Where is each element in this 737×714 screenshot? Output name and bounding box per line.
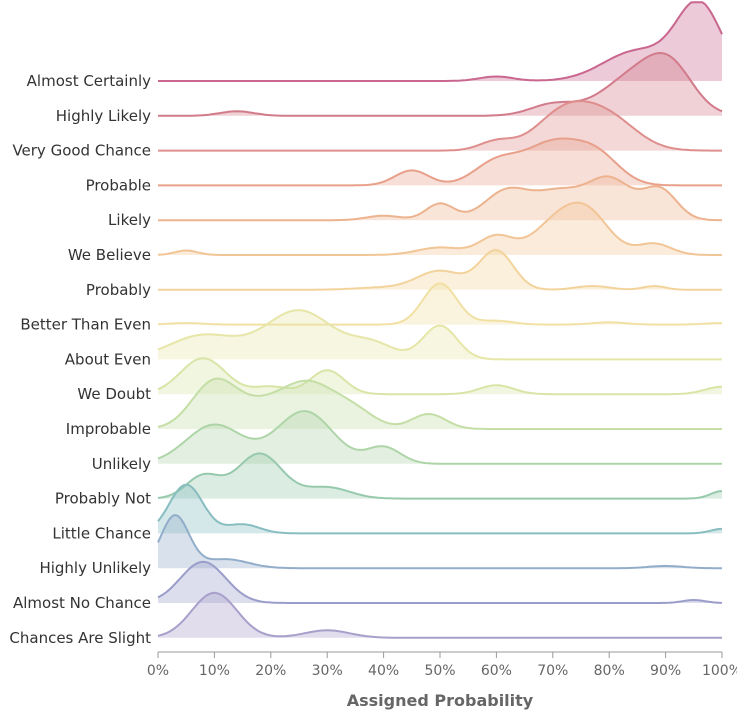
ridge-we-doubt [157, 357, 723, 396]
ridge-area [158, 283, 722, 325]
x-tick-label: 0% [147, 663, 169, 679]
ridge-line [158, 51, 723, 117]
ridge-area [158, 202, 722, 255]
category-label: Little Chance [52, 524, 151, 542]
ridge-area [158, 2, 722, 81]
category-label: Likely [108, 211, 151, 229]
category-label: Probable [86, 176, 151, 194]
ridge-area [158, 515, 722, 569]
category-label: Unlikely [92, 455, 151, 473]
category-label: Probably Not [55, 490, 151, 508]
x-tick-label: 40% [368, 663, 399, 679]
ridge-line [157, 357, 723, 396]
ridge-improbable [157, 377, 722, 430]
ridge-probably [158, 248, 722, 291]
ridge-probable [158, 137, 722, 187]
ridge-area [158, 101, 722, 151]
ridge-very-good-chance [158, 100, 722, 152]
x-tick-label: 90% [650, 663, 681, 679]
ridge-line [157, 452, 723, 500]
category-label: Almost No Chance [13, 594, 151, 612]
x-tick-label: 50% [424, 663, 455, 679]
ridge-line [158, 1, 723, 82]
x-tick-label: 60% [481, 663, 512, 679]
ridge-likely [158, 175, 723, 222]
category-label: Probably [86, 281, 151, 299]
ridge-line [158, 175, 723, 222]
ridge-highly-likely [158, 51, 723, 117]
ridge-area [158, 176, 722, 221]
category-label: About Even [65, 350, 151, 368]
category-labels: Almost Certainly Highly Likely Very Good C… [9, 72, 151, 647]
ridge-area [158, 138, 722, 186]
ridge-unlikely [157, 410, 722, 465]
x-tick-label: 70% [537, 663, 568, 679]
ridge-area [158, 561, 722, 603]
category-label: Better Than Even [20, 316, 151, 334]
ridge-line [158, 100, 722, 152]
ridge-area [158, 378, 722, 429]
category-label: Improbable [66, 420, 151, 438]
ridge-highly-unlikely [157, 513, 722, 570]
ridge-almost-certainly [158, 1, 723, 82]
ridge-chances-are-slight [157, 591, 722, 639]
ridge-area [158, 310, 722, 360]
ridge-line [157, 410, 722, 465]
ridge-line [157, 377, 722, 430]
ridge-area [158, 358, 722, 395]
ridge-line [157, 560, 723, 604]
category-label: Highly Likely [56, 107, 151, 125]
ridge-line [157, 309, 722, 361]
x-axis-title: Assigned Probability [347, 691, 534, 710]
ridge-area [158, 411, 722, 464]
category-label: Very Good Chance [12, 142, 151, 160]
x-tick-label: 20% [255, 663, 286, 679]
x-tick-label: 80% [594, 663, 625, 679]
ridges-group [157, 1, 723, 639]
ridge-area [158, 484, 722, 534]
ridge-probably-not [157, 452, 723, 500]
ridge-line [158, 137, 722, 187]
ridge-little-chance [157, 483, 723, 535]
ridge-we-believe [157, 201, 722, 256]
category-label: We Doubt [77, 385, 151, 403]
ridge-area [158, 453, 722, 499]
ridge-area [158, 592, 722, 638]
category-label: Almost Certainly [27, 72, 151, 90]
ridge-line [157, 513, 722, 570]
ridge-line [157, 282, 722, 326]
ridge-line [158, 248, 722, 291]
ridge-line [157, 591, 722, 639]
ridge-better-than-even [157, 282, 722, 326]
x-tick-label: 10% [199, 663, 230, 679]
ridge-area [158, 250, 722, 290]
ridge-line [157, 483, 723, 535]
category-label: Chances Are Slight [9, 629, 151, 647]
x-tick-label: 30% [312, 663, 343, 679]
ridge-line [157, 201, 722, 256]
category-label: Highly Unlikely [39, 559, 151, 577]
category-label: We Believe [68, 246, 151, 264]
x-axis: 0% 10% 20% 30% 40% 50% 60% 70% 80% 90% 100% [147, 651, 737, 679]
ridge-about-even [157, 309, 722, 361]
ridge-area [158, 53, 722, 116]
ridge-almost-no-chance [157, 560, 723, 604]
x-tick-label: 100% [702, 663, 737, 679]
